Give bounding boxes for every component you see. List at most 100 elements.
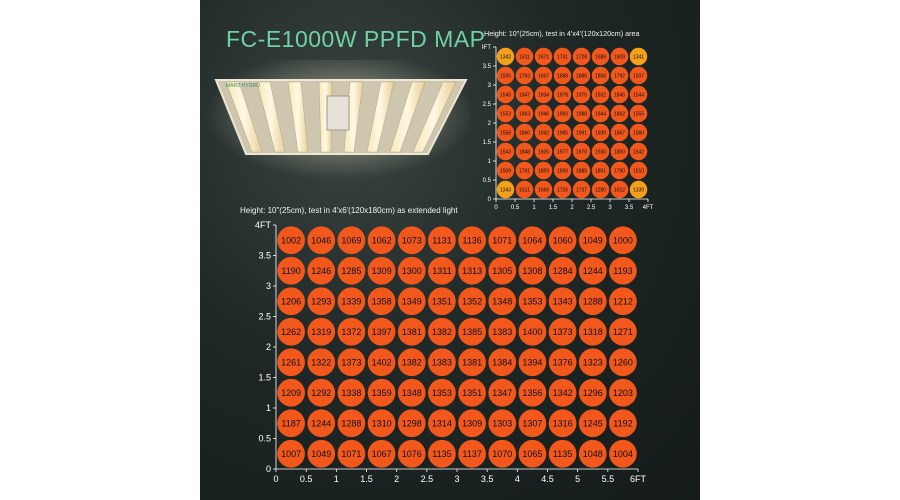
ppfd-dot — [428, 378, 456, 407]
y-tick-label: 1 — [488, 159, 492, 165]
ppfd-dot — [591, 161, 610, 180]
ppfd-chart-4x4: 0 0.5 1 1.5 2 2.5 3 3.5 4FT 0 0.5 1 1.5 2 2.5 3 3.5 4FT 13… — [482, 45, 654, 211]
y-tick-label: 2.5 — [258, 312, 271, 322]
ppfd-dot — [307, 287, 336, 316]
ppfd-dot — [367, 226, 396, 255]
y-tick-label: 0 — [488, 197, 492, 203]
ppfd-dot — [572, 85, 591, 104]
y-tick-label: 0.5 — [258, 434, 271, 444]
ppfd-value-label: 1246 — [311, 266, 331, 276]
ppfd-map-graphic: FC-E1000W PPFD MAP MARS HYDRO Height: 10… — [200, 0, 700, 500]
ppfd-value-label: 1351 — [432, 296, 452, 306]
ppfd-dot — [458, 409, 486, 438]
ppfd-value-label: 1791 — [519, 168, 530, 174]
ppfd-dot — [609, 439, 637, 468]
ppfd-dot — [629, 104, 648, 123]
ppfd-value-label: 1187 — [281, 418, 300, 428]
ppfd-dot — [553, 104, 572, 123]
ppfd-dot — [307, 226, 336, 255]
ppfd-value-label: 1886 — [576, 73, 587, 79]
ppfd-dot — [518, 378, 547, 407]
ppfd-dot — [496, 66, 515, 85]
ppfd-dot — [610, 104, 629, 123]
ppfd-value-label: 1069 — [341, 235, 361, 245]
ppfd-dot — [458, 378, 486, 407]
ppfd-value-label: 1137 — [462, 449, 481, 459]
ppfd-dot — [553, 123, 572, 142]
ppfd-value-label: 1339 — [633, 187, 644, 193]
ppfd-dot — [572, 104, 591, 123]
y-tick-label: 1.5 — [258, 373, 271, 383]
ppfd-dot — [458, 287, 486, 316]
ppfd-value-label: 1790 — [614, 168, 625, 174]
ppfd-value-label: 1065 — [522, 449, 542, 459]
ppfd-value-label: 1400 — [522, 327, 542, 337]
ppfd-dot — [591, 85, 610, 104]
x-tick-label: 0 — [494, 205, 498, 211]
x-tick-label: 3.5 — [625, 205, 634, 211]
ppfd-value-label: 1867 — [614, 130, 625, 136]
ppfd-value-label: 1339 — [341, 296, 361, 306]
ppfd-value-label: 1288 — [341, 418, 361, 428]
ppfd-dot — [553, 180, 572, 199]
ppfd-value-label: 1356 — [522, 388, 542, 398]
ppfd-dot — [578, 226, 607, 255]
ppfd-dot — [610, 47, 629, 66]
ppfd-value-label: 1737 — [576, 187, 587, 193]
x-tick-label: 1.5 — [360, 474, 373, 484]
x-tick-label: 0 — [273, 474, 278, 484]
ppfd-value-label: 1850 — [614, 149, 625, 155]
ppfd-dot — [578, 439, 607, 468]
y-tick-label: 4FT — [255, 220, 272, 230]
ppfd-dot — [609, 226, 637, 255]
ppfd-value-label: 1942 — [538, 130, 549, 136]
ppfd-dot — [548, 287, 577, 316]
ppfd-dot — [277, 409, 305, 438]
ppfd-value-label: 1305 — [492, 266, 512, 276]
ppfd-dot — [488, 439, 517, 468]
ppfd-value-label: 1296 — [583, 388, 603, 398]
ppfd-value-label: 1342 — [553, 388, 573, 398]
ppfd-value-label: 1991 — [576, 130, 587, 136]
ppfd-value-label: 1071 — [341, 449, 361, 459]
ppfd-value-label: 1728 — [576, 54, 587, 60]
ppfd-dot — [572, 123, 591, 142]
ppfd-dot — [397, 378, 426, 407]
ppfd-dot — [277, 287, 305, 316]
ppfd-value-label: 1543 — [500, 149, 511, 155]
ppfd-value-label: 1288 — [583, 296, 603, 306]
ppfd-value-label: 1988 — [576, 111, 587, 117]
x-tick-label: 0.5 — [300, 474, 313, 484]
ppfd-value-label: 1847 — [519, 92, 530, 98]
ppfd-dot — [428, 256, 456, 285]
y-tick-label: 0.5 — [483, 178, 492, 184]
ppfd-dot — [488, 378, 517, 407]
ppfd-dot — [367, 317, 396, 346]
ppfd-dot — [428, 439, 456, 468]
x-tick-label: 1.5 — [549, 205, 558, 211]
ppfd-value-label: 1845 — [614, 92, 625, 98]
ppfd-value-label: 1385 — [462, 327, 482, 337]
ppfd-value-label: 1946 — [538, 111, 549, 117]
ppfd-value-label: 1382 — [432, 327, 452, 337]
ppfd-dot — [629, 47, 648, 66]
ppfd-dot — [428, 317, 456, 346]
ppfd-dot — [515, 161, 534, 180]
x-tick-label: 4.5 — [541, 474, 554, 484]
ppfd-value-label: 1939 — [595, 130, 606, 136]
ppfd-dot — [578, 256, 607, 285]
ppfd-dot — [610, 66, 629, 85]
ppfd-value-label: 1351 — [462, 388, 482, 398]
ppfd-dot — [367, 256, 396, 285]
ppfd-value-label: 1859 — [538, 168, 549, 174]
x-tick-label: 5 — [575, 474, 580, 484]
ppfd-value-label: 1192 — [613, 418, 632, 428]
ppfd-dot — [534, 161, 553, 180]
ppfd-dot — [610, 180, 629, 199]
ppfd-value-label: 1292 — [311, 388, 331, 398]
ppfd-dot — [610, 142, 629, 161]
ppfd-value-label: 1313 — [462, 266, 482, 276]
ppfd-value-label: 1212 — [613, 296, 633, 306]
ppfd-dot — [629, 85, 648, 104]
ppfd-value-label: 1348 — [492, 296, 512, 306]
